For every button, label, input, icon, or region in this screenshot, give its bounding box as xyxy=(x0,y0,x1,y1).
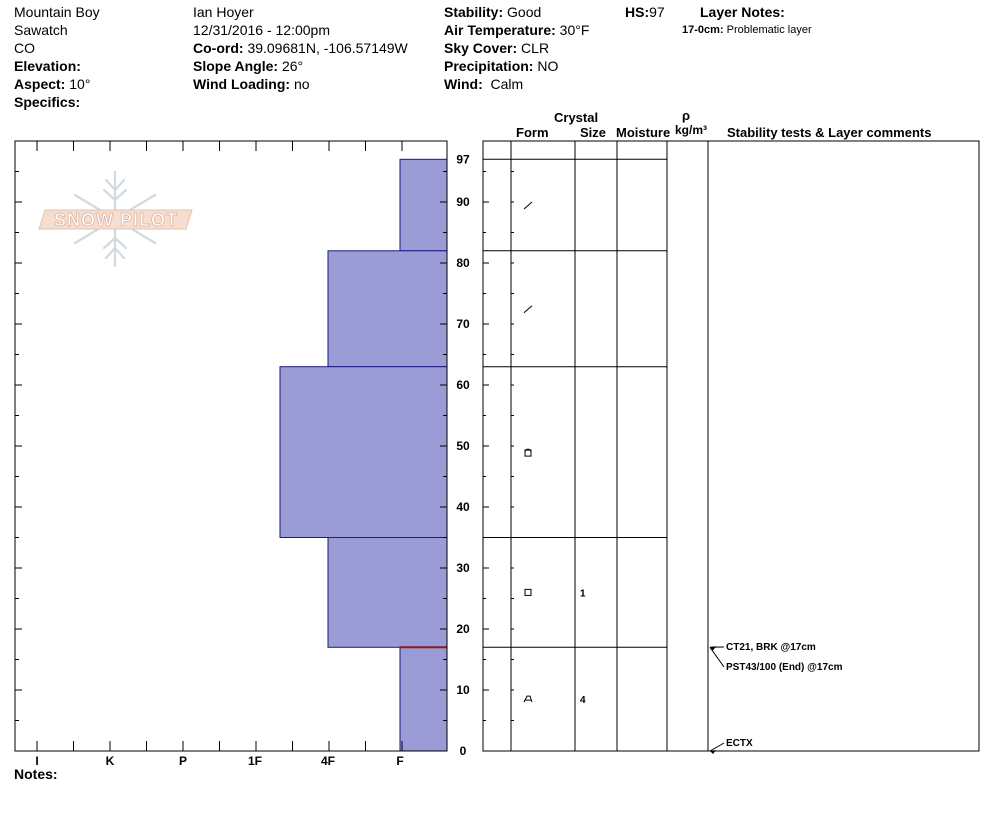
depth-label: 20 xyxy=(456,622,470,636)
moisture-header: Moisture xyxy=(616,125,671,140)
rounded-faceted-icon-arc xyxy=(524,448,532,453)
stability-test-label: ECTX xyxy=(726,738,753,749)
logo-text: SNOW PILOT xyxy=(54,210,178,230)
faceted-icon xyxy=(524,588,532,596)
slope-label: Slope Angle: xyxy=(193,58,279,74)
hardness-label: 4F xyxy=(321,754,335,768)
wind-label: Wind: xyxy=(444,76,483,92)
test-arrow-line xyxy=(709,742,725,752)
depth-label: 60 xyxy=(456,378,470,392)
hardness-label: I xyxy=(35,754,38,768)
slope-row: Slope Angle: 26° xyxy=(193,58,303,75)
test-arrow-head xyxy=(710,750,716,754)
sky-value: CLR xyxy=(521,40,550,56)
stability-row: Stability: Good xyxy=(444,4,541,21)
air-temp-value: 30°F xyxy=(559,22,590,38)
depth-label: 40 xyxy=(456,500,470,514)
stability-tests: CT21, BRK @17cm PST43/100 (End) @17cm ECTX xyxy=(709,642,843,754)
table-frame xyxy=(482,140,980,752)
datetime: 12/31/2016 - 12:00pm xyxy=(193,22,330,38)
specifics-label: Specifics: xyxy=(14,94,81,110)
crystal-header: Crystal xyxy=(554,110,599,125)
hardness-bar-1 xyxy=(327,250,448,368)
depth-hoar-icon xyxy=(523,695,533,703)
wind-loading-row: Wind Loading: no xyxy=(193,76,310,93)
state: CO xyxy=(14,40,35,56)
notes-label: Notes: xyxy=(14,766,58,782)
density-symbol: ρ xyxy=(682,108,691,123)
wind-value: Calm xyxy=(490,76,524,92)
mountain-range: Sawatch xyxy=(14,22,68,38)
stability-test-label: PST43/100 (End) @17cm xyxy=(726,662,843,673)
aspect-value: 10° xyxy=(69,76,91,92)
crystal-size: 4 xyxy=(580,695,586,706)
layer-notes-label: Layer Notes: xyxy=(700,4,785,20)
hardness-label: P xyxy=(179,754,187,768)
hardness-label: K xyxy=(106,754,115,768)
precip-label: Precipitation: xyxy=(444,58,534,74)
stability-comments-header: Stability tests & Layer comments xyxy=(727,125,932,140)
stability-label: Stability: xyxy=(444,4,504,20)
location-name: Mountain Boy xyxy=(14,4,100,20)
elevation-label: Elevation: xyxy=(14,58,81,74)
wind-loading-value: no xyxy=(293,76,310,92)
depth-label: 70 xyxy=(456,317,470,331)
wind-row: Wind: Calm xyxy=(444,76,523,93)
depth-axis: 0 10 20 30 40 50 60 70 80 90 97 xyxy=(15,140,470,758)
stability-value: Good xyxy=(507,4,542,20)
rounded-faceted-icon xyxy=(524,449,532,457)
depth-label: 80 xyxy=(456,256,470,270)
hs-row: HS:97 xyxy=(625,4,665,21)
sky-label: Sky Cover: xyxy=(444,40,518,56)
depth-label: 50 xyxy=(456,439,470,453)
snowpilot-logo: SNOW PILOT xyxy=(38,170,193,268)
hardness-bar-2 xyxy=(279,366,448,539)
density-unit: kg/m³ xyxy=(675,123,708,137)
hardness-label: F xyxy=(396,754,403,768)
coord-row: Co-ord: 39.09681N, -106.57149W xyxy=(193,40,408,57)
stability-test-label: CT21, BRK @17cm xyxy=(726,642,816,653)
air-temp-row: Air Temperature: 30°F xyxy=(444,22,589,39)
precip-value: NO xyxy=(537,58,559,74)
layer-note: 17-0cm: Problematic layer xyxy=(682,24,812,36)
depth-label: 10 xyxy=(456,683,470,697)
air-temp-label: Air Temperature: xyxy=(444,22,556,38)
hs-value: 97 xyxy=(649,4,665,20)
precip-row: Precipitation: NO xyxy=(444,58,558,75)
test-arrow-line xyxy=(709,647,725,668)
layer-note-depth: 17-0cm: xyxy=(682,24,724,36)
depth-label: 90 xyxy=(456,195,470,209)
hardness-bar-0 xyxy=(399,158,448,252)
layer-note-text: Problematic layer xyxy=(726,24,812,36)
hardness-label: 1F xyxy=(248,754,262,768)
test-arrow-head xyxy=(710,646,716,651)
depth-label: 97 xyxy=(456,152,470,166)
coord-label: Co-ord: xyxy=(193,40,244,56)
hardness-bar-3 xyxy=(327,537,448,648)
slope-value: 26° xyxy=(281,58,304,74)
crystal-size: 1 xyxy=(580,588,586,599)
size-header: Size xyxy=(580,125,607,140)
wind-loading-label: Wind Loading: xyxy=(193,76,291,92)
depth-label: 30 xyxy=(456,561,470,575)
sky-row: Sky Cover: CLR xyxy=(444,40,549,57)
coord-value: 39.09681N, -106.57149W xyxy=(247,40,408,56)
hardness-bar-4 xyxy=(399,646,448,752)
form-header: Form xyxy=(516,125,549,140)
decomposing-icon xyxy=(523,305,533,314)
hs-label: HS: xyxy=(625,4,650,20)
aspect-label: Aspect: xyxy=(14,76,66,92)
depth-label: 0 xyxy=(460,744,467,758)
hardness-plot: I K P 1F 4F F xyxy=(14,140,448,768)
layer-table: 14 xyxy=(482,140,980,752)
decomposing-icon xyxy=(523,201,533,210)
aspect-row: Aspect: 10° xyxy=(14,76,90,93)
observer: Ian Hoyer xyxy=(193,4,254,20)
